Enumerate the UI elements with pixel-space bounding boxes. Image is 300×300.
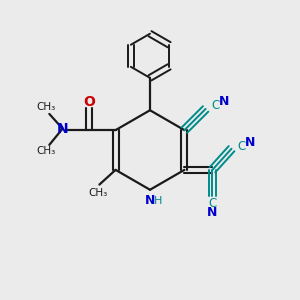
Text: CH₃: CH₃ <box>36 103 56 112</box>
Text: C: C <box>237 140 246 153</box>
Text: N: N <box>57 122 68 136</box>
Text: O: O <box>83 94 95 109</box>
Text: C: C <box>208 197 217 210</box>
Text: N: N <box>145 194 155 207</box>
Text: N: N <box>245 136 255 149</box>
Text: H: H <box>154 196 162 206</box>
Text: N: N <box>219 95 229 108</box>
Text: C: C <box>212 100 220 112</box>
Text: N: N <box>207 206 218 219</box>
Text: CH₃: CH₃ <box>88 188 107 198</box>
Text: CH₃: CH₃ <box>36 146 56 156</box>
